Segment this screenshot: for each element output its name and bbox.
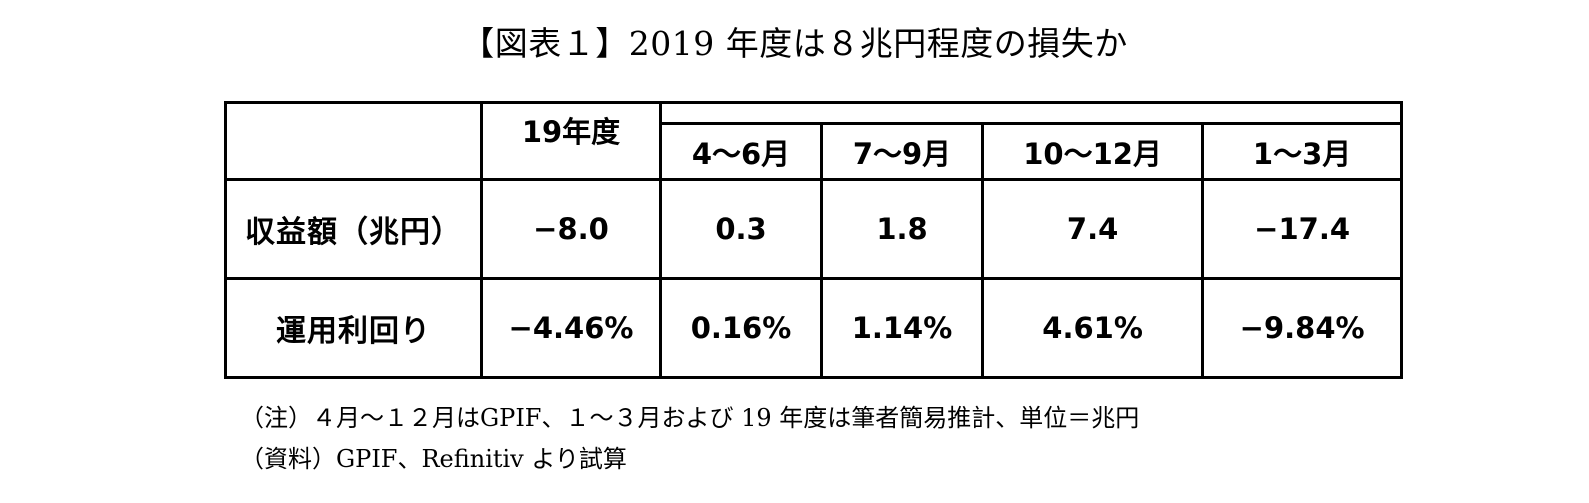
cell-fy-revenue: −8.0 [480,178,662,280]
header-quarters-span [659,101,1403,125]
corner-cell [224,101,483,181]
note-line: （注）４月～１２月はGPIF、１～３月および 19 年度は筆者簡易推計、単位＝兆… [240,404,1140,432]
cell-q2-yield: 1.14% [820,277,984,379]
cell-q3-yield: 4.61% [980,277,1205,379]
returns-table: 19年度 4～6月 7～9月 10～12月 1～3月 収益額（兆円） −8.0 … [224,101,1403,379]
notes-block: （注）４月～１２月はGPIF、１～３月および 19 年度は筆者簡易推計、単位＝兆… [240,398,1139,480]
row-label-yield: 運用利回り [224,277,483,379]
header-quarter: 1～3月 [1201,122,1403,181]
table-row: 運用利回り −4.46% 0.16% 1.14% 4.61% −9.84% [224,277,1403,379]
cell-q4-revenue: −17.4 [1201,178,1403,280]
header-row-quarters: 4～6月 7～9月 10～12月 1～3月 [226,122,1403,181]
source-line: （資料）GPIF、Refinitiv より試算 [240,445,627,473]
header-quarter: 10～12月 [980,122,1205,181]
cell-fy-yield: −4.46% [480,277,662,379]
header-fiscal-year: 19年度 [480,101,662,181]
cell-q3-revenue: 7.4 [980,178,1205,280]
cell-q4-yield: −9.84% [1201,277,1403,379]
figure-title: 【図表１】2019 年度は８兆円程度の損失か [461,24,1128,63]
table-row: 収益額（兆円） −8.0 0.3 1.8 7.4 −17.4 [224,178,1403,280]
cell-q2-revenue: 1.8 [820,178,984,280]
row-label-revenue: 収益額（兆円） [224,178,483,280]
cell-q1-revenue: 0.3 [659,178,823,280]
header-quarter: 4～6月 [659,122,823,181]
header-quarter: 7～9月 [820,122,984,181]
header-row-top: 19年度 [224,101,1403,181]
cell-q1-yield: 0.16% [659,277,823,379]
